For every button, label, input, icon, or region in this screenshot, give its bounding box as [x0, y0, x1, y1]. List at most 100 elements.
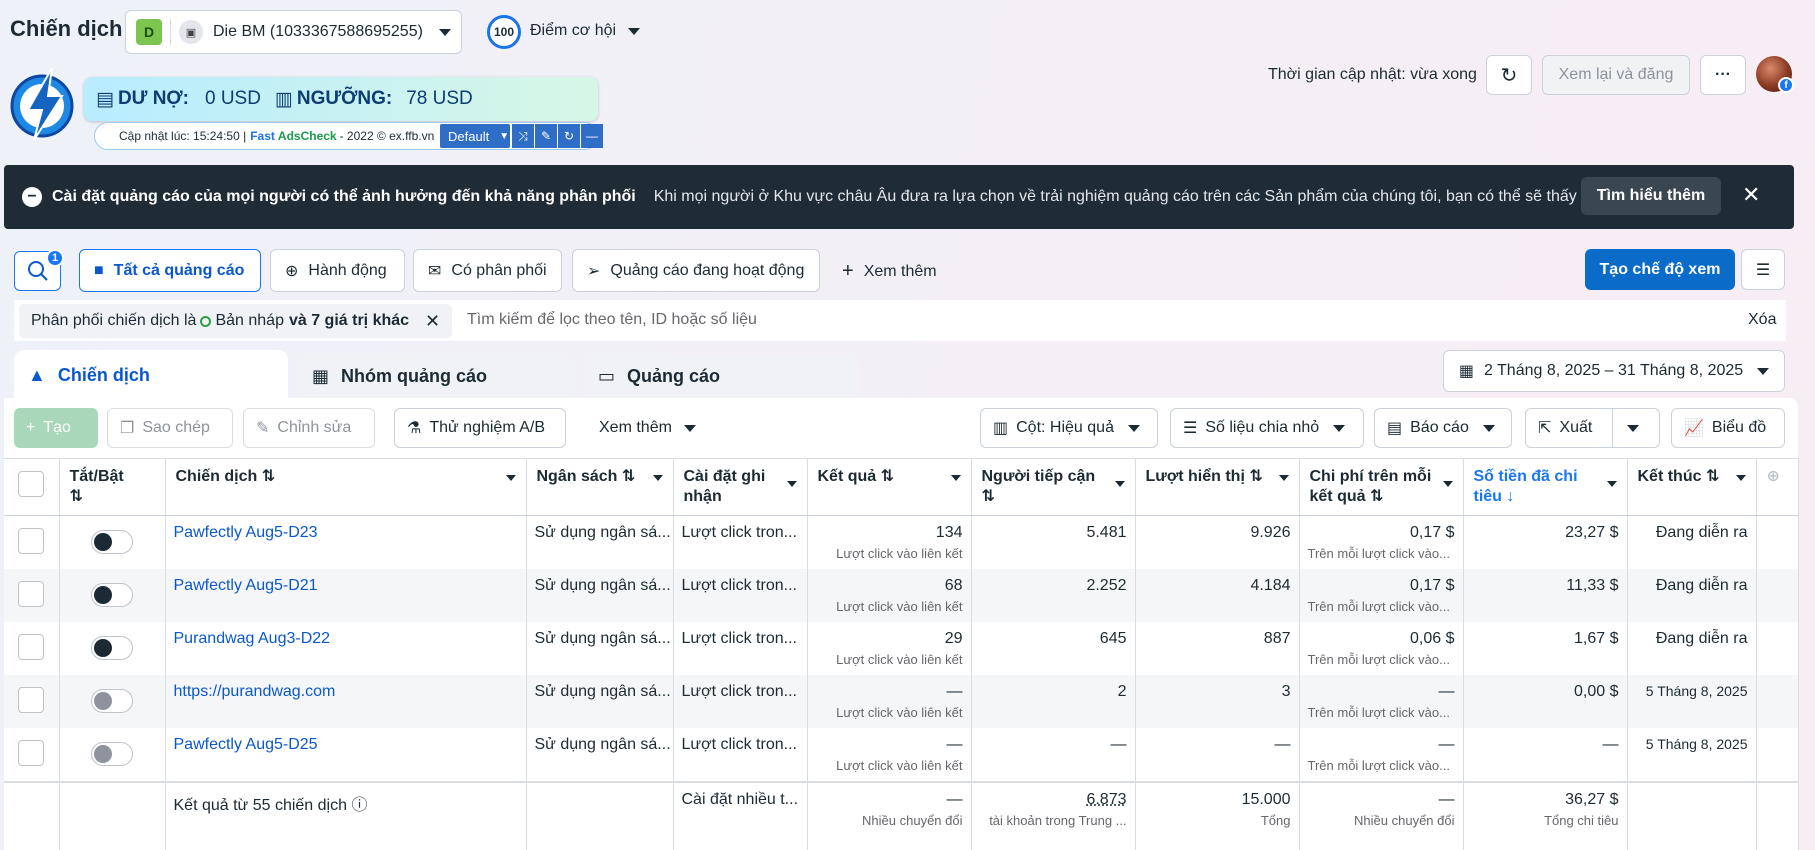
create-view-button[interactable]: Tạo chế độ xem: [1585, 249, 1735, 290]
date-range-picker[interactable]: ▦ 2 Tháng 8, 2025 – 31 Tháng 8, 2025: [1443, 350, 1785, 392]
table-header: Tắt/Bật ⇅ Chiến dịch ⇅ Ngân sách ⇅ Cài đặ…: [4, 459, 1798, 516]
sort-icon: ⇅: [1249, 468, 1262, 485]
campaign-toggle[interactable]: [91, 689, 133, 713]
review-publish-button[interactable]: Xem lại và đăng: [1542, 55, 1690, 95]
columns-button[interactable]: ▥ Cột: Hiệu quả: [980, 408, 1158, 448]
copy-button[interactable]: ❐ Sao chép: [107, 408, 233, 448]
debt-label: DƯ NỢ:: [118, 88, 189, 110]
reach-cell: 2.252: [971, 569, 1135, 622]
chevron-down-icon[interactable]: [1627, 425, 1639, 432]
header-cost-per-result[interactable]: Chi phí trên mỗi kết quả ⇅: [1299, 459, 1463, 516]
header-label: Kết thúc: [1638, 468, 1702, 485]
search-input[interactable]: Tìm kiếm để lọc theo tên, ID hoặc số liệ…: [467, 311, 757, 329]
add-column-icon[interactable]: ⊕: [1767, 468, 1780, 485]
table-row[interactable]: Pawfectly Aug5-D25 Sử dụng ngân sá... Lư…: [4, 728, 1798, 782]
header-toggle[interactable]: Tắt/Bật ⇅: [59, 459, 165, 516]
chevron-down-icon[interactable]: [653, 475, 663, 481]
filter-count-badge: 1: [46, 249, 64, 267]
header-campaign[interactable]: Chiến dịch ⇅: [165, 459, 526, 516]
preset-select[interactable]: Default ▼: [440, 124, 510, 148]
header-label: Tắt/Bật: [70, 468, 124, 485]
chip-delivering[interactable]: ✉ Có phân phối: [413, 249, 562, 292]
cpr-value: 0,17 $: [1410, 524, 1454, 541]
results-value: —: [947, 736, 963, 753]
campaign-name-link[interactable]: Purandwag Aug3-D22: [174, 630, 331, 647]
opportunity-score-menu[interactable]: Điểm cơ hội: [530, 22, 640, 40]
campaign-toggle[interactable]: [91, 742, 133, 766]
spent-cell: —: [1463, 728, 1627, 782]
account-selector[interactable]: D ▣ Die BM (1033367588695255): [125, 10, 462, 54]
tab-campaigns[interactable]: ▲ Chiến dịch: [14, 350, 288, 400]
campaign-toggle[interactable]: [91, 636, 133, 660]
reports-button[interactable]: ▤ Báo cáo: [1374, 408, 1512, 448]
row-checkbox[interactable]: [18, 528, 44, 554]
tab-ad-sets[interactable]: ▦ Nhóm quảng cáo: [298, 354, 574, 398]
header-reach[interactable]: Người tiếp cận ⇅: [971, 459, 1135, 516]
see-more-actions[interactable]: Xem thêm: [599, 419, 696, 437]
table-row[interactable]: Pawfectly Aug5-D21 Sử dụng ngân sá... Lư…: [4, 569, 1798, 622]
info-icon[interactable]: ⓘ: [351, 797, 367, 814]
toggle-knob: [94, 692, 112, 710]
view-settings-button[interactable]: ☰: [1741, 249, 1785, 290]
charts-button[interactable]: 📈 Biểu đồ: [1671, 408, 1785, 448]
minimize-icon[interactable]: —: [581, 124, 603, 148]
row-checkbox[interactable]: [18, 581, 44, 607]
chip-all-ads[interactable]: ■ Tất cả quảng cáo: [79, 249, 261, 292]
export-button[interactable]: ⇱ Xuất: [1525, 408, 1660, 448]
more-options-button[interactable]: ···: [1700, 55, 1746, 95]
chevron-down-icon[interactable]: [506, 475, 516, 481]
chevron-down-icon[interactable]: [1115, 481, 1125, 487]
learn-more-button[interactable]: Tìm hiểu thêm: [1581, 177, 1721, 215]
cpr-sub: Trên mỗi lượt click vào...: [1308, 652, 1455, 667]
impressions-cell: 9.926: [1135, 516, 1299, 570]
chip-actions[interactable]: ⊕ Hành động: [270, 249, 405, 292]
shuffle-icon[interactable]: ⤨: [512, 124, 534, 148]
chevron-down-icon[interactable]: [1736, 475, 1746, 481]
results-value: 68: [945, 577, 963, 594]
create-button[interactable]: + Tạo: [14, 408, 98, 448]
sort-icon: ⇅: [622, 468, 635, 485]
chevron-down-icon[interactable]: [1607, 481, 1617, 487]
chevron-down-icon[interactable]: [1443, 481, 1453, 487]
header-amount-spent[interactable]: Số tiền đã chi tiêu ↓: [1463, 459, 1627, 516]
chevron-down-icon[interactable]: [951, 475, 961, 481]
clear-filters-button[interactable]: Xóa: [1748, 311, 1776, 329]
edit-button[interactable]: ✎ Chỉnh sửa: [243, 408, 375, 448]
row-checkbox[interactable]: [18, 740, 44, 766]
tab-ads[interactable]: ▭ Quảng cáo: [584, 354, 860, 398]
header-results[interactable]: Kết quả ⇅: [807, 459, 971, 516]
header-impressions[interactable]: Lượt hiển thị ⇅: [1135, 459, 1299, 516]
close-icon[interactable]: ✕: [425, 311, 440, 332]
campaign-toggle[interactable]: [91, 583, 133, 607]
select-all-checkbox[interactable]: [18, 471, 44, 497]
chevron-down-icon[interactable]: [1279, 475, 1289, 481]
breakdown-button[interactable]: ☰ Số liệu chia nhỏ: [1170, 408, 1364, 448]
summary-results: —: [947, 791, 963, 808]
sort-icon: ⇅: [1370, 488, 1383, 505]
campaign-name-link[interactable]: Pawfectly Aug5-D23: [174, 524, 318, 541]
campaign-name-link[interactable]: Pawfectly Aug5-D25: [174, 736, 318, 753]
edit-icon[interactable]: ✎: [535, 124, 557, 148]
see-more-filters[interactable]: + Xem thêm: [842, 260, 937, 283]
campaign-name-link[interactable]: https://purandwag.com: [174, 683, 336, 700]
table-row[interactable]: Pawfectly Aug5-D23 Sử dụng ngân sá... Lư…: [4, 516, 1798, 570]
ab-test-button[interactable]: ⚗ Thử nghiệm A/B: [394, 408, 566, 448]
chevron-down-icon[interactable]: [787, 481, 797, 487]
table-row[interactable]: Purandwag Aug3-D22 Sử dụng ngân sá... Lư…: [4, 622, 1798, 675]
header-ends[interactable]: Kết thúc ⇅: [1627, 459, 1756, 516]
row-checkbox[interactable]: [18, 634, 44, 660]
campaign-toggle[interactable]: [91, 530, 133, 554]
campaign-name-link[interactable]: Pawfectly Aug5-D21: [174, 577, 318, 594]
summary-spent: 36,27 $: [1565, 791, 1618, 808]
invoice-icon: ▤: [96, 88, 114, 111]
refresh-button[interactable]: ↻: [1486, 55, 1532, 95]
row-checkbox[interactable]: [18, 687, 44, 713]
table-row[interactable]: https://purandwag.com Sử dụng ngân sá...…: [4, 675, 1798, 728]
refresh-icon[interactable]: ↻: [558, 124, 580, 148]
header-attribution[interactable]: Cài đặt ghi nhận: [673, 459, 807, 516]
opportunity-score[interactable]: 100: [487, 15, 521, 49]
header-budget[interactable]: Ngân sách ⇅: [526, 459, 673, 516]
chip-active-ads[interactable]: ➢ Quảng cáo đang hoạt động: [572, 249, 820, 292]
close-icon[interactable]: ✕: [1742, 182, 1760, 208]
active-filter-pill[interactable]: Phân phối chiến dịch là Bản nháp và 7 gi…: [19, 304, 452, 338]
